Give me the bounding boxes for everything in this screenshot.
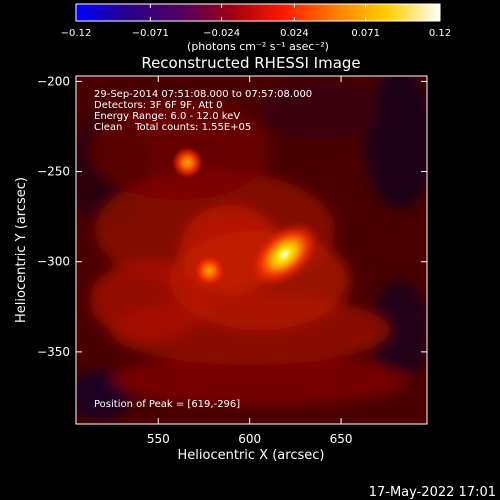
x-tick-label: 550 <box>147 432 170 446</box>
emission-source <box>193 254 226 287</box>
colorbar: −0.12 −0.071 −0.024 0.024 0.071 0.12 (photons… <box>61 3 451 53</box>
x-axis-label: Heliocentric X (arcsec) <box>178 448 325 463</box>
annotation-detectors: Detectors: 3F 6F 9F, Att 0 <box>94 100 222 111</box>
colorbar-tick-label: −0.071 <box>132 28 169 39</box>
x-tick-label: 650 <box>330 432 353 446</box>
y-axis-label: Heliocentric Y (arcsec) <box>14 177 29 323</box>
annotations: 29-Sep-2014 07:51:08.000 to 07:57:08.000… <box>94 89 312 410</box>
annotation-total-counts: Clean Total counts: 1.55E+05 <box>94 122 251 133</box>
chart-title: Reconstructed RHESSI Image <box>141 54 360 72</box>
emission-sources <box>171 146 321 289</box>
y-tick-label: −200 <box>37 74 70 88</box>
y-tick-label: −300 <box>37 255 70 269</box>
plot-area <box>76 76 427 424</box>
colorbar-tick-label: 0.12 <box>429 28 451 39</box>
annotation-peak-position: Position of Peak = [619,-296] <box>94 399 240 410</box>
y-tick-label: −350 <box>37 345 70 359</box>
x-tick-label: 600 <box>238 432 261 446</box>
x-axis-ticks: 550 600 650 <box>147 76 353 446</box>
colorbar-label: (photons cm⁻² s⁻¹ asec⁻²) <box>187 40 329 53</box>
timestamp: 17-May-2022 17:01 <box>369 485 496 500</box>
colorbar-bar <box>75 3 441 22</box>
y-tick-label: −250 <box>37 165 70 179</box>
emission-source <box>248 220 321 289</box>
annotation-time-range: 29-Sep-2014 07:51:08.000 to 07:57:08.000 <box>94 89 312 100</box>
colorbar-ticks: −0.12 −0.071 −0.024 0.024 0.071 0.12 <box>61 4 451 39</box>
y-axis-ticks: −200 −250 −300 −350 <box>37 74 427 359</box>
plot-frame <box>75 75 428 425</box>
emission-source <box>171 146 204 179</box>
annotation-energy-range: Energy Range: 6.0 - 12.0 keV <box>94 111 240 122</box>
colorbar-tick-label: −0.12 <box>61 28 92 39</box>
colorbar-tick-label: 0.024 <box>280 28 309 39</box>
colorbar-tick-label: −0.024 <box>203 28 240 39</box>
colorbar-tick-label: 0.071 <box>351 28 380 39</box>
